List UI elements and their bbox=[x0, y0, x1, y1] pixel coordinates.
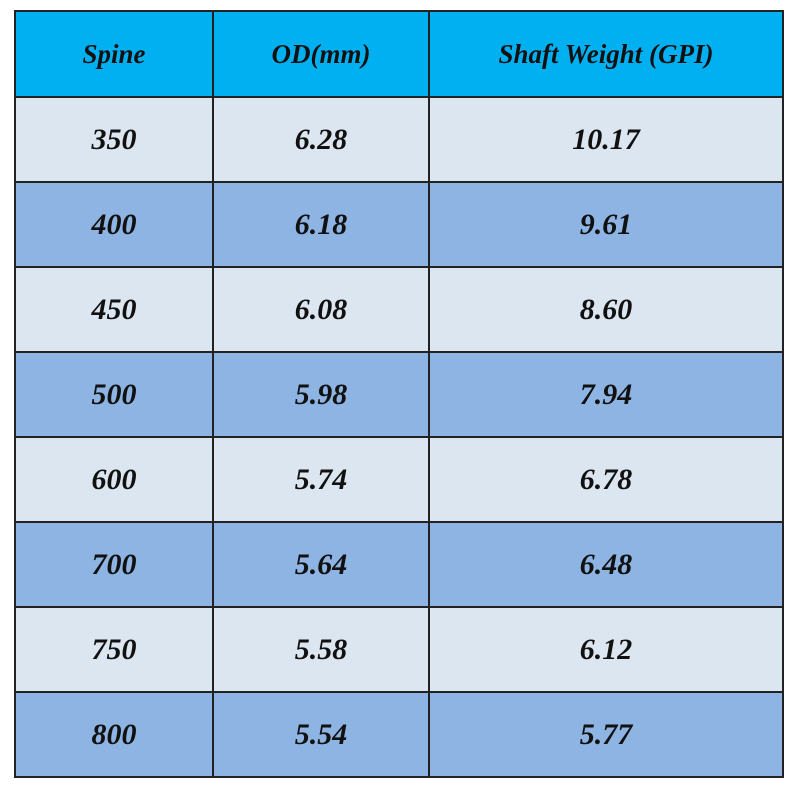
table-row: 350 6.28 10.17 bbox=[14, 96, 784, 183]
table-cell: 500 bbox=[14, 351, 214, 438]
header-row: Spine OD(mm) Shaft Weight (GPI) bbox=[14, 10, 784, 98]
header-cell: OD(mm) bbox=[212, 10, 430, 98]
table-cell: 6.12 bbox=[428, 606, 784, 693]
table-cell: 10.17 bbox=[428, 96, 784, 183]
header-cell: Spine bbox=[14, 10, 214, 98]
table-row: 400 6.18 9.61 bbox=[14, 181, 784, 268]
table-cell: 600 bbox=[14, 436, 214, 523]
table-body: 350 6.28 10.17 400 6.18 9.61 450 6.08 8.60 500 5.9… bbox=[14, 96, 784, 778]
table-row: 450 6.08 8.60 bbox=[14, 266, 784, 353]
table-cell: 5.77 bbox=[428, 691, 784, 778]
table-cell: 6.08 bbox=[212, 266, 430, 353]
header-cell: Shaft Weight (GPI) bbox=[428, 10, 784, 98]
table-cell: 6.28 bbox=[212, 96, 430, 183]
table-cell: 5.64 bbox=[212, 521, 430, 608]
table-row: 600 5.74 6.78 bbox=[14, 436, 784, 523]
table-cell: 750 bbox=[14, 606, 214, 693]
table-cell: 6.78 bbox=[428, 436, 784, 523]
table-cell: 5.58 bbox=[212, 606, 430, 693]
table-cell: 350 bbox=[14, 96, 214, 183]
table-cell: 400 bbox=[14, 181, 214, 268]
shaft-table: Spine OD(mm) Shaft Weight (GPI) 350 6.28 10.… bbox=[14, 10, 784, 778]
table-row: 500 5.98 7.94 bbox=[14, 351, 784, 438]
table-cell: 6.18 bbox=[212, 181, 430, 268]
table-cell: 5.74 bbox=[212, 436, 430, 523]
table-cell: 5.98 bbox=[212, 351, 430, 438]
table-container: Spine OD(mm) Shaft Weight (GPI) 350 6.28 10.… bbox=[14, 10, 784, 778]
table-cell: 5.54 bbox=[212, 691, 430, 778]
table-cell: 6.48 bbox=[428, 521, 784, 608]
table-cell: 9.61 bbox=[428, 181, 784, 268]
table-row: 800 5.54 5.77 bbox=[14, 691, 784, 778]
table-cell: 700 bbox=[14, 521, 214, 608]
table-cell: 7.94 bbox=[428, 351, 784, 438]
table-cell: 8.60 bbox=[428, 266, 784, 353]
table-row: 750 5.58 6.12 bbox=[14, 606, 784, 693]
table-row: 700 5.64 6.48 bbox=[14, 521, 784, 608]
table-cell: 450 bbox=[14, 266, 214, 353]
table-cell: 800 bbox=[14, 691, 214, 778]
